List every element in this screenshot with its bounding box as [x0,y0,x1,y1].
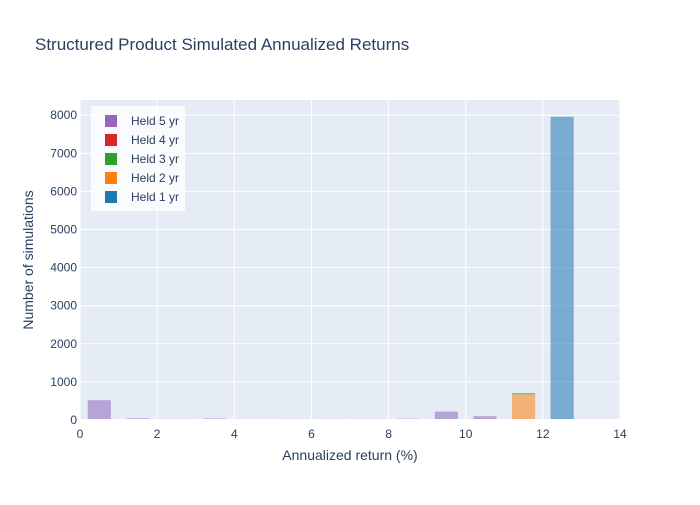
y-tick-label: 4000 [50,261,77,275]
y-axis-title: Number of simulations [20,190,36,329]
x-tick-label: 0 [77,427,84,441]
x-tick-label: 4 [231,427,238,441]
x-tick-label: 2 [154,427,161,441]
chart-title: Structured Product Simulated Annualized … [35,35,409,54]
bar-held-2-yr[interactable] [512,394,536,420]
y-tick-label: 7000 [50,146,77,160]
legend-label: Held 4 yr [131,133,179,147]
x-tick-label: 14 [613,427,627,441]
y-tick-label: 6000 [50,184,77,198]
bar-held-5-yr[interactable] [87,400,111,420]
legend-item-held-3-yr[interactable]: Held 3 yr [105,152,179,166]
legend-item-held-5-yr[interactable]: Held 5 yr [105,114,179,128]
legend-swatch [105,134,117,146]
legend-label: Held 5 yr [131,114,179,128]
x-tick-label: 8 [385,427,392,441]
legend-item-held-1-yr[interactable]: Held 1 yr [105,190,179,204]
y-tick-label: 2000 [50,337,77,351]
y-tick-label: 8000 [50,108,77,122]
x-tick-label: 12 [536,427,550,441]
y-tick-label: 1000 [50,375,77,389]
legend-label: Held 2 yr [131,171,179,185]
legend-label: Held 3 yr [131,152,179,166]
legend-swatch [105,115,117,127]
legend-swatch [105,172,117,184]
x-tick-label: 10 [459,427,473,441]
y-tick-label: 5000 [50,223,77,237]
y-tick-label: 3000 [50,299,77,313]
legend-item-held-2-yr[interactable]: Held 2 yr [105,171,179,185]
bar-held-3-yr[interactable] [512,392,536,395]
bar-held-1-yr[interactable] [550,116,574,420]
x-tick-label: 6 [308,427,315,441]
axis-layer: 0 2 4 6 8 10 12 14 0 1000 2000 3000 4000 5000 6000 7000… [50,108,627,441]
bar-held-5-yr[interactable] [473,416,497,420]
legend-swatch [105,153,117,165]
bar-held-5-yr[interactable] [434,411,458,420]
legend[interactable]: Held 5 yr Held 4 yr Held 3 yr Held 2 yr Held… [91,106,185,211]
legend-label: Held 1 yr [131,190,179,204]
x-axis-title: Annualized return (%) [282,447,417,463]
legend-item-held-4-yr[interactable]: Held 4 yr [105,133,179,147]
y-tick-label: 0 [70,413,77,427]
legend-swatch [105,191,117,203]
